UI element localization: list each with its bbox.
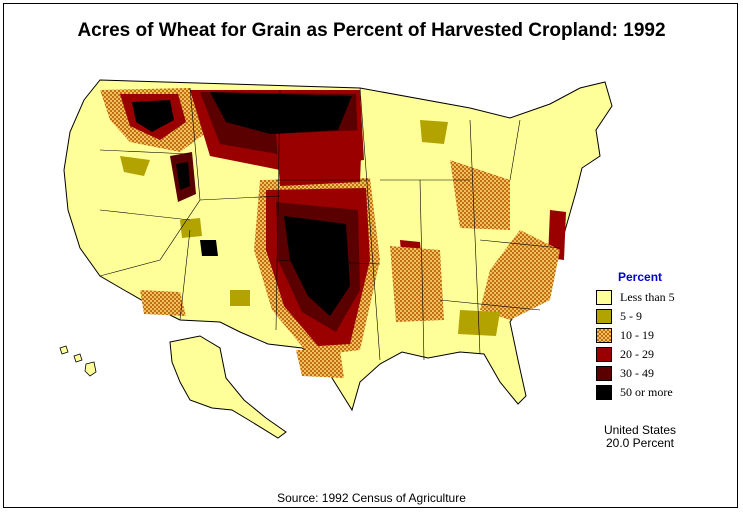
palouse-wheat-50-plus xyxy=(132,100,174,132)
hawaii xyxy=(73,353,83,363)
great-lakes-wheat-5-9 xyxy=(420,120,448,144)
legend-label: 10 - 19 xyxy=(620,328,654,342)
state-boundaries xyxy=(99,87,561,361)
western-wheat-5-9 xyxy=(230,290,250,306)
legend-label: 50 or more xyxy=(620,385,673,399)
us-total-value: 20.0 Percent xyxy=(605,436,675,450)
texas-wheat-10-19 xyxy=(296,350,344,378)
us-map xyxy=(59,79,613,439)
western-wheat-5-9 xyxy=(120,156,150,176)
legend-item: 5 - 9 xyxy=(596,307,706,326)
legend-swatch xyxy=(596,328,612,343)
dakotas-wheat-20-29 xyxy=(276,130,362,186)
us-total-label: United States xyxy=(603,423,677,437)
alaska xyxy=(169,335,287,439)
legend-label: 30 - 49 xyxy=(620,366,654,380)
legend-label: 20 - 29 xyxy=(620,347,654,361)
western-wheat-5-9 xyxy=(180,218,202,238)
legend-item: Less than 5 xyxy=(596,288,706,307)
legend-swatch xyxy=(596,309,612,324)
utah-wheat-50-plus xyxy=(200,240,218,256)
legend-label: Less than 5 xyxy=(620,290,675,304)
idaho-wheat-50-plus xyxy=(176,162,190,190)
legend-item: 30 - 49 xyxy=(596,364,706,383)
map-title: Acres of Wheat for Grain as Percent of H… xyxy=(77,20,666,41)
legend-swatch xyxy=(596,290,612,305)
legend-item: 20 - 29 xyxy=(596,345,706,364)
hawaii xyxy=(59,345,69,355)
legend-item: 50 or more xyxy=(596,383,706,402)
legend-label: 5 - 9 xyxy=(620,309,642,323)
legend-swatch xyxy=(596,347,612,362)
east-coast-wheat-10-19 xyxy=(480,230,560,320)
legend-swatch xyxy=(596,366,612,381)
source-note: Source: 1992 Census of Agriculture xyxy=(277,491,466,505)
legend-title: Percent xyxy=(618,270,663,284)
kansas-oklahoma-wheat-50-plus xyxy=(284,216,350,316)
legend-swatch xyxy=(596,385,612,400)
us-total: United States 20.0 Percent xyxy=(580,424,700,450)
hawaii xyxy=(84,361,97,377)
montana-wheat-50-plus xyxy=(210,92,352,134)
michigan-ohio-wheat-10-19 xyxy=(450,160,510,230)
arizona-wheat-10-19 xyxy=(140,290,186,316)
southeast-wheat-5-9 xyxy=(458,310,500,336)
midsouth-wheat-10-19 xyxy=(390,246,444,322)
legend: Percent Less than 5 5 - 9 10 - 19 20 - 2… xyxy=(596,270,706,402)
legend-item: 10 - 19 xyxy=(596,326,706,345)
